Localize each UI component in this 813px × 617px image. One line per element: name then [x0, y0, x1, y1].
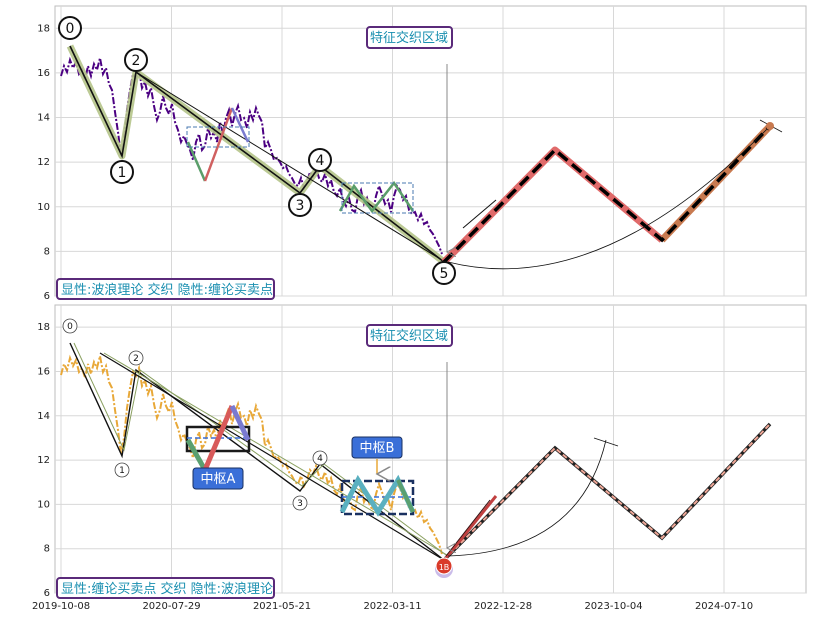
x-tick-label: 2019-10-08 [32, 601, 90, 612]
bottom-price-line [60, 354, 443, 555]
zhongshu-a-badge [192, 467, 244, 490]
top-y-tick-label: 6 [44, 291, 50, 302]
bottom-stroke-3 [229, 404, 251, 442]
top-wave-circle [308, 148, 332, 172]
bottom-y-tick-label: 18 [37, 322, 50, 333]
bottom-cap [593, 437, 619, 447]
top-y-tick-label: 8 [44, 246, 50, 257]
bottom-wave-label: 4 [317, 454, 323, 464]
bottom-wave-circle [128, 350, 144, 366]
top-annotation-title: 特征交织区域 [370, 30, 448, 46]
bottom-legend-text: 显性:缠论买卖点 交织 隐性:波浪理论 [61, 581, 273, 597]
bottom-y-tick-label: 14 [37, 411, 50, 422]
top-wave-label: 4 [316, 153, 325, 169]
bottom-wave-circle [62, 318, 78, 334]
bottom-legend-box [56, 577, 275, 599]
top-wave-label: 1 [118, 165, 127, 181]
bottom-stroke-5 [396, 479, 415, 513]
top-wave-circle [432, 261, 456, 285]
top-y-tick-label: 12 [37, 157, 50, 168]
x-tick-label: 2024-07-10 [695, 601, 753, 612]
top-chan-stroke-1 [186, 141, 207, 182]
top-wave-label: 3 [296, 198, 305, 214]
top-zhongshu-box-a [186, 126, 250, 148]
top-wave-label: 2 [132, 53, 141, 69]
top-wave-circle [288, 193, 312, 217]
bottom-stroke-1 [185, 438, 208, 472]
top-end-dot [766, 122, 774, 130]
top-y-tick-label: 18 [37, 23, 50, 34]
top-wave-circle [110, 160, 134, 184]
x-tick-label: 2022-12-28 [474, 601, 532, 612]
bottom-wave-circle [312, 450, 328, 466]
bottom-trend-1 [99, 352, 445, 561]
top-chan-stroke-4 [338, 180, 415, 214]
zhongshu-a-label: 中枢A [201, 472, 236, 487]
x-tick-label: 2022-03-11 [363, 601, 421, 612]
bottom-y-tick-label: 16 [37, 366, 50, 377]
bottom-wave-numbers: 0 1 2 3 4 [62, 318, 328, 511]
top-wave-label: 5 [440, 266, 449, 282]
top-wave-path [69, 45, 445, 263]
top-projection-tail [659, 123, 773, 243]
top-chan-stroke-3 [230, 107, 250, 143]
top-thin-tick [462, 199, 497, 229]
top-y-tick-label: 10 [37, 202, 50, 213]
x-tick-label: 2021-05-21 [253, 601, 311, 612]
bottom-projection-dash [443, 423, 771, 561]
bottom-y-tick-label: 12 [37, 455, 50, 466]
bottom-trend-2 [103, 352, 448, 556]
top-curve [447, 125, 771, 270]
top-panel: 0 1 2 3 4 5 特征交织区域 显性:波浪理论 交织 隐性:缠论买卖点 [56, 16, 783, 300]
bottom-y-tick-label: 8 [44, 544, 50, 555]
bottom-wave-circle [114, 462, 130, 478]
top-y-tick-label: 16 [37, 68, 50, 79]
top-annotation-box [366, 26, 453, 49]
top-projection-red [441, 146, 665, 265]
top-projection-dashed [442, 124, 772, 264]
bottom-wave-label: 1 [119, 466, 125, 476]
buy-point-marker [435, 557, 453, 575]
bottom-panel: 1B 0 1 2 3 4 中枢A 中枢B 特征交织区域 显性:缠论买卖点 交织 隐性:波… [56, 318, 772, 599]
bottom-annotation-title: 特征交织区域 [370, 328, 448, 344]
bottom-annotation-box [366, 324, 453, 347]
zhongshu-b-label: 中枢B [360, 441, 395, 456]
top-chan-stroke-2 [203, 107, 234, 182]
top-wave-label: 0 [66, 21, 75, 37]
bottom-wave-lines [69, 342, 445, 561]
top-wave-circle [124, 48, 148, 72]
zhongshu-b-badge [351, 436, 403, 459]
buy-point-label: 1B [439, 563, 450, 572]
top-y-tick-label: 14 [37, 113, 50, 124]
bottom-stroke-2 [202, 405, 235, 471]
top-trend-line [135, 71, 446, 263]
top-zhongshu-box-b [341, 182, 414, 214]
bottom-wave-label: 3 [297, 499, 303, 509]
top-legend-text: 显性:波浪理论 交织 隐性:缠论买卖点 [61, 282, 273, 298]
bottom-wave-label: 2 [133, 354, 139, 364]
top-legend-box [56, 278, 275, 300]
bottom-wave-circle [292, 495, 308, 511]
x-tick-label: 2020-07-29 [142, 601, 200, 612]
x-tick-label: 2023-10-04 [584, 601, 642, 612]
bottom-wave-label: 0 [67, 322, 73, 332]
bottom-y-tick-label: 6 [44, 588, 50, 599]
bottom-y-tick-label: 10 [37, 499, 50, 510]
bottom-curve [447, 439, 607, 557]
top-wave-circle [58, 16, 82, 40]
top-wave-numbers: 0 1 2 3 4 5 [58, 16, 456, 285]
